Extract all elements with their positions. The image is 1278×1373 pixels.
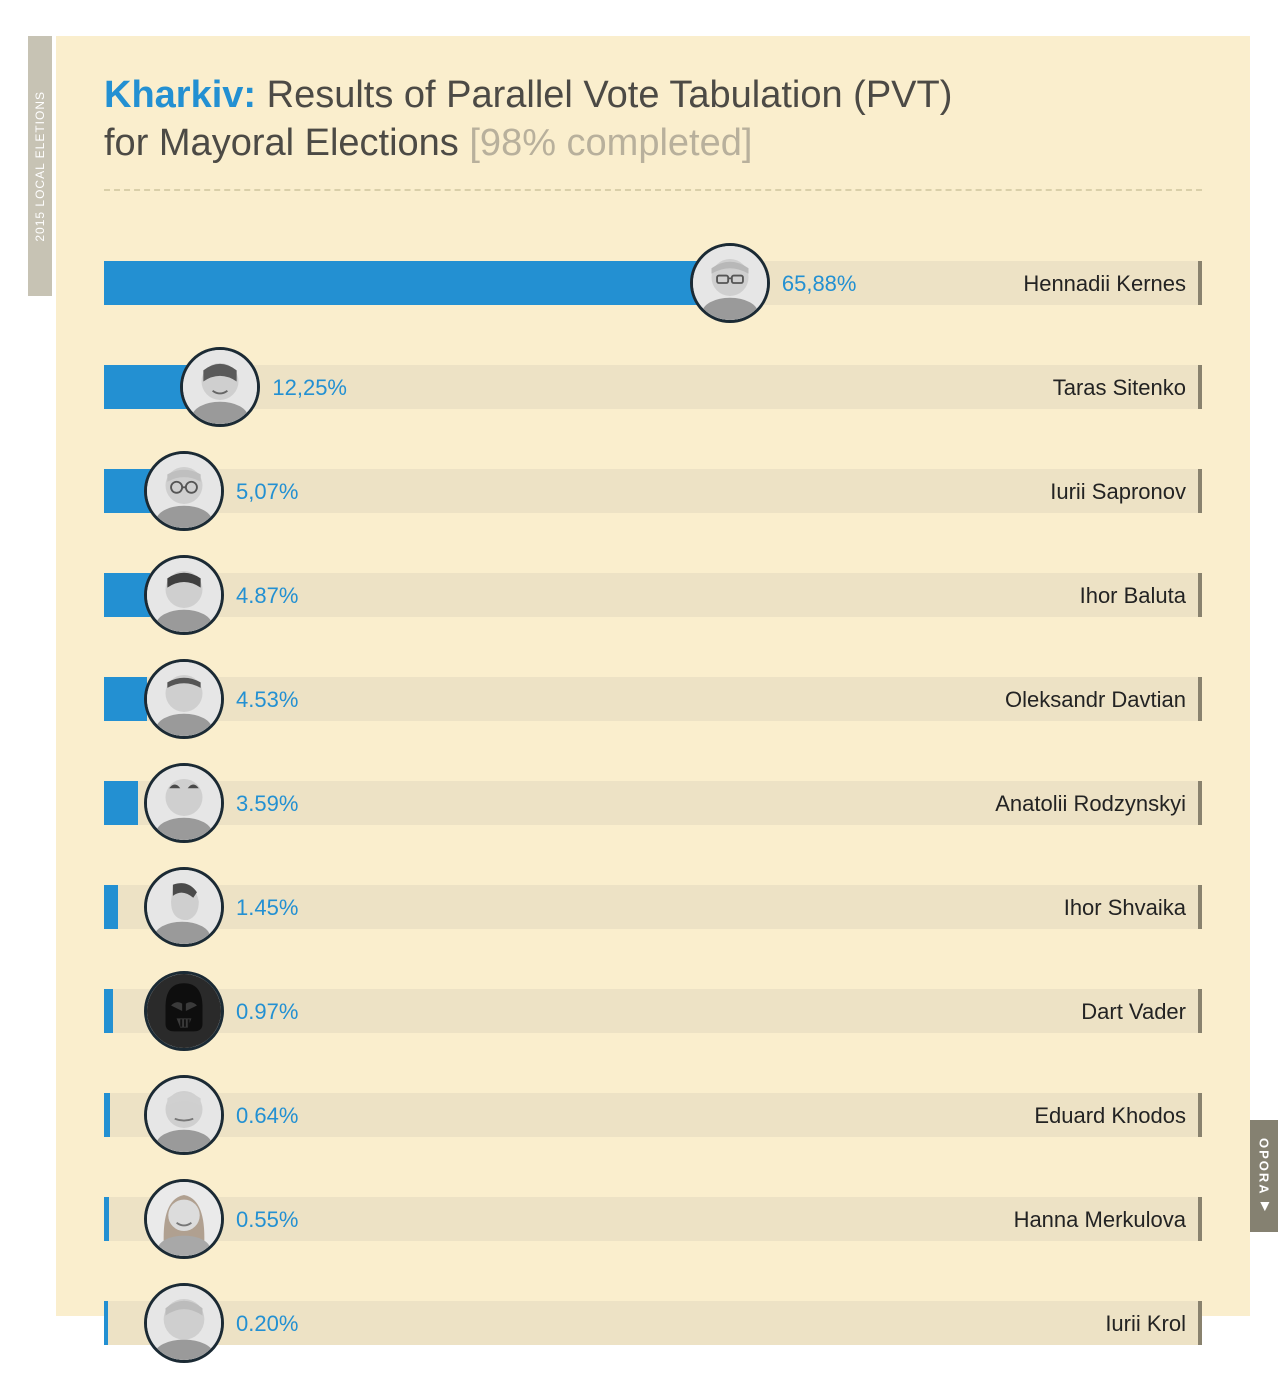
bar-fill — [104, 989, 113, 1033]
bar-endcap — [1198, 781, 1202, 825]
side-tab-left: 2015 LOCAL ELETIONS — [28, 36, 52, 296]
play-icon: ▶ — [1257, 1200, 1272, 1213]
chart-panel: Kharkiv: Results of Parallel Vote Tabula… — [56, 36, 1250, 1316]
candidate-pct: 5,07% — [236, 479, 298, 505]
candidate-name: Anatolii Rodzynskyi — [995, 791, 1186, 817]
candidate-name: Taras Sitenko — [1053, 375, 1186, 401]
candidate-name: Dart Vader — [1081, 999, 1186, 1025]
candidate-row: 0.64% Eduard Khodos — [104, 1061, 1202, 1165]
candidate-name: Ihor Shvaika — [1064, 895, 1186, 921]
candidate-avatar — [690, 243, 770, 323]
candidate-pct: 4.87% — [236, 583, 298, 609]
bar-endcap — [1198, 1093, 1202, 1137]
side-tab-right-label: OPORA — [1257, 1138, 1272, 1196]
candidate-avatar — [144, 763, 224, 843]
bar-endcap — [1198, 1197, 1202, 1241]
bar-track — [104, 365, 1202, 409]
side-tab-left-label: 2015 LOCAL ELETIONS — [33, 91, 47, 242]
bar-endcap — [1198, 573, 1202, 617]
bars-container: 65,88% Hennadii Kernes 12,25% Taras Sitenk… — [104, 229, 1202, 1373]
candidate-row: 65,88% Hennadii Kernes — [104, 229, 1202, 333]
candidate-pct: 12,25% — [272, 375, 347, 401]
title-line1-rest: Results of Parallel Vote Tabulation (PVT… — [256, 74, 952, 116]
candidate-name: Hennadii Kernes — [1023, 271, 1186, 297]
candidate-row: 3.59% Anatolii Rodzynskyi — [104, 749, 1202, 853]
bar-fill — [104, 677, 147, 721]
candidate-pct: 1.45% — [236, 895, 298, 921]
candidate-pct: 0.55% — [236, 1207, 298, 1233]
candidate-row: 12,25% Taras Sitenko — [104, 333, 1202, 437]
bar-fill — [104, 1197, 109, 1241]
candidate-pct: 0.64% — [236, 1103, 298, 1129]
candidate-row: 0.55% Hanna Merkulova — [104, 1165, 1202, 1269]
chart-title: Kharkiv: Results of Parallel Vote Tabula… — [104, 72, 1202, 167]
dashed-divider — [104, 189, 1202, 191]
bar-endcap — [1198, 989, 1202, 1033]
candidate-avatar — [144, 1075, 224, 1155]
candidate-row: 5,07% Iurii Sapronov — [104, 437, 1202, 541]
candidate-name: Eduard Khodos — [1034, 1103, 1186, 1129]
candidate-avatar — [144, 555, 224, 635]
candidate-name: Ihor Baluta — [1080, 583, 1186, 609]
candidate-name: Hanna Merkulova — [1014, 1207, 1186, 1233]
bar-fill — [104, 1301, 108, 1345]
title-line2-rest: for Mayoral Elections — [104, 122, 469, 164]
candidate-avatar — [144, 971, 224, 1051]
bar-endcap — [1198, 469, 1202, 513]
candidate-pct: 4.53% — [236, 687, 298, 713]
bar-fill — [104, 1093, 110, 1137]
bar-fill — [104, 261, 730, 305]
candidate-name: Oleksandr Davtian — [1005, 687, 1186, 713]
bar-endcap — [1198, 365, 1202, 409]
bar-endcap — [1198, 1301, 1202, 1345]
candidate-avatar — [144, 451, 224, 531]
candidate-pct: 0.97% — [236, 999, 298, 1025]
candidate-pct: 0.20% — [236, 1311, 298, 1337]
candidate-avatar — [144, 1179, 224, 1259]
title-prefix: Kharkiv: — [104, 74, 256, 116]
candidate-row: 0.20% Iurii Krol — [104, 1269, 1202, 1373]
candidate-avatar — [144, 659, 224, 739]
side-tab-right: OPORA ▶ — [1250, 1120, 1278, 1232]
bar-endcap — [1198, 885, 1202, 929]
candidate-row: 1.45% Ihor Shvaika — [104, 853, 1202, 957]
title-completed: [98% completed] — [469, 122, 752, 164]
candidate-pct: 3.59% — [236, 791, 298, 817]
bar-fill — [104, 885, 118, 929]
bar-endcap — [1198, 261, 1202, 305]
candidate-name: Iurii Sapronov — [1050, 479, 1186, 505]
candidate-name: Iurii Krol — [1105, 1311, 1186, 1337]
bar-endcap — [1198, 677, 1202, 721]
candidate-row: 0.97% Dart Vader — [104, 957, 1202, 1061]
page: 2015 LOCAL ELETIONS OPORA ▶ Kharkiv: Res… — [0, 0, 1278, 1342]
candidate-avatar — [144, 867, 224, 947]
bar-fill — [104, 781, 138, 825]
candidate-row: 4.53% Oleksandr Davtian — [104, 645, 1202, 749]
candidate-avatar — [180, 347, 260, 427]
candidate-row: 4.87% Ihor Baluta — [104, 541, 1202, 645]
candidate-pct: 65,88% — [782, 271, 857, 297]
candidate-avatar — [144, 1283, 224, 1363]
